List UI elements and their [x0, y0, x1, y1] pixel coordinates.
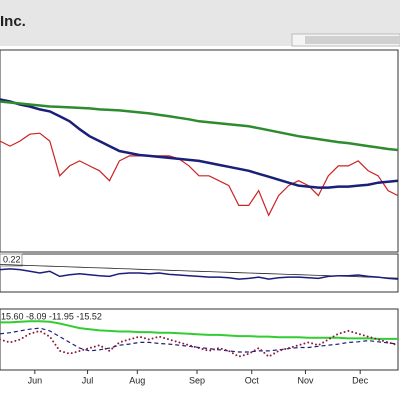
label-box [0, 253, 23, 267]
series-line [0, 329, 399, 358]
series-line [0, 320, 398, 340]
x-tick-label: Aug [129, 375, 145, 385]
x-tick-label: Nov [297, 375, 314, 385]
oscillator-label: 15.60 -8.09 -11.95 -15.52 [1, 311, 102, 321]
series-line [0, 100, 399, 152]
series-line [0, 98, 399, 189]
x-tick-label: Jul [82, 375, 94, 385]
chart-title: Inc. [0, 13, 26, 30]
x-tick-label: Oct [245, 375, 260, 385]
indicator-label: 0.22 [3, 254, 21, 264]
x-tick-label: Jun [28, 375, 43, 385]
x-tick-label: Sep [189, 375, 205, 385]
series-line [0, 268, 399, 280]
scroll-thumb[interactable] [305, 36, 400, 44]
series-line [0, 132, 399, 217]
x-tick-label: Dec [352, 375, 369, 385]
indicator-panel [0, 253, 399, 293]
main-panel [0, 49, 399, 253]
